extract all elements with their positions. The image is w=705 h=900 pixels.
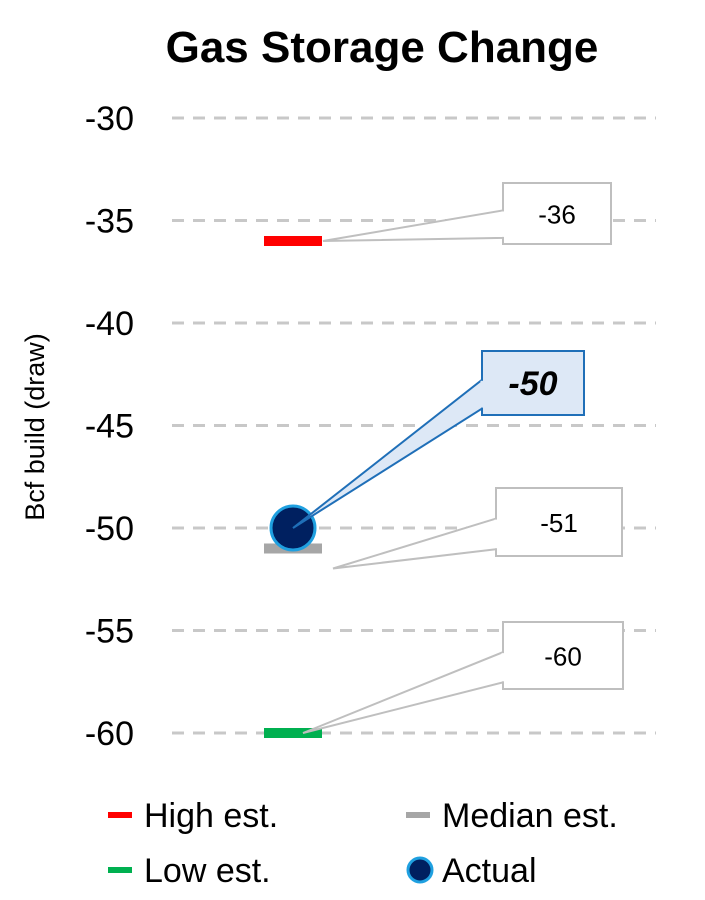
callout-label: -60 [544,642,582,672]
y-axis-label: Bcf build (draw) [20,333,50,521]
callout-leader [302,650,504,734]
data-marks [264,236,322,738]
legend-swatch [406,856,434,884]
legend-swatch [108,812,132,818]
callout-box [495,487,623,557]
callout-box [502,182,612,245]
callout-label: -51 [540,508,578,538]
callout-box [502,621,624,690]
y-axis-ticks: -30 -35 -40 -45 -50 -55 -60 [85,100,134,753]
y-tick-label: -50 [85,510,134,548]
marker-high-est [264,236,322,246]
y-tick-label: -55 [85,613,134,651]
callout-label: -36 [538,200,576,230]
y-tick-label: -35 [85,203,134,241]
data-callouts: -36 -60 -51 -50 [292,182,624,734]
y-tick-label: -40 [85,305,134,343]
legend-swatch [108,867,132,873]
callout-box [481,350,585,416]
callout-leader [332,517,497,570]
y-tick-label: -45 [85,408,134,446]
legend-label: Actual [442,852,537,890]
callout-leader [322,209,504,242]
legend: High est. Median est. Low est. Actual [108,797,618,890]
y-tick-label: -60 [85,715,134,753]
marker-low-est [264,728,322,738]
legend-label: High est. [144,797,278,835]
legend-label: Low est. [144,852,271,890]
callout-leader [292,377,483,529]
callout-label: -50 [508,365,557,403]
legend-swatch [406,812,430,818]
y-tick-label: -30 [85,100,134,138]
legend-label: Median est. [442,797,618,835]
chart-title: Gas Storage Change [166,23,599,72]
